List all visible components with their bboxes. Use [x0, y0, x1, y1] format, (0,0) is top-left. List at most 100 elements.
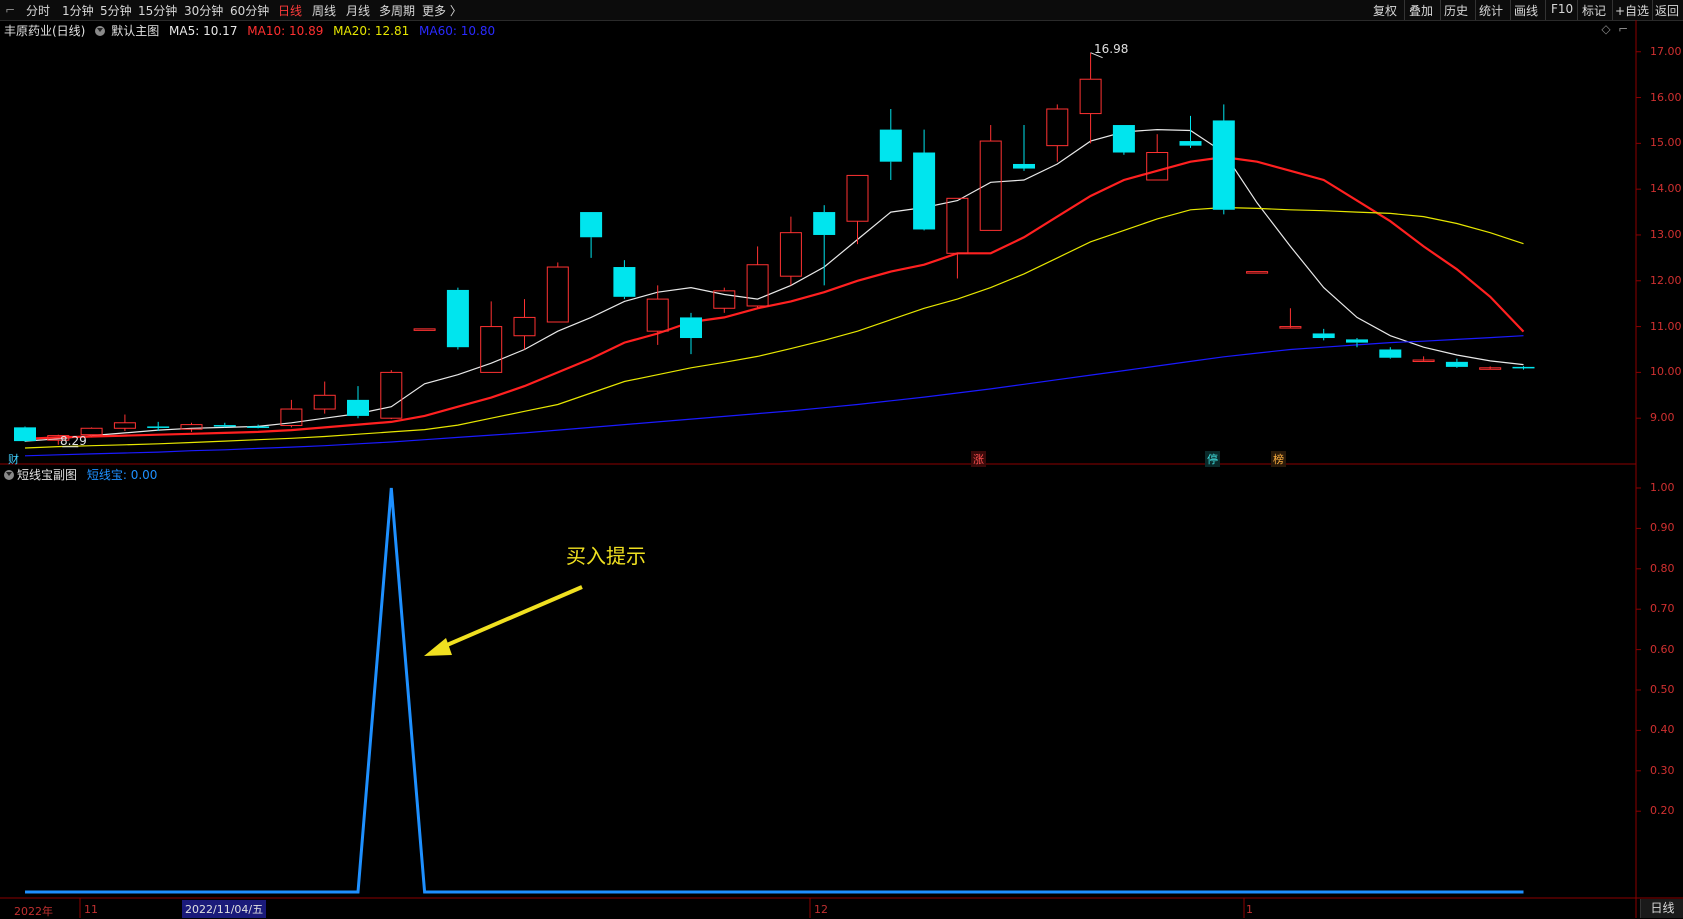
price-tick-label: 9.00 [1650, 411, 1675, 425]
ma20-label: MA20: 12.81 [333, 24, 410, 38]
tool-add-watchlist[interactable]: +自选 [1615, 4, 1650, 18]
price-tick-label: 14.00 [1650, 182, 1682, 196]
candle [1212, 104, 1235, 215]
candle [1112, 125, 1135, 155]
candle-body [1212, 120, 1235, 210]
candle-body [1445, 361, 1468, 367]
period-15min[interactable]: 15分钟 [138, 4, 178, 18]
candle-body [779, 232, 802, 277]
marker-ting[interactable]: 停 [1205, 451, 1220, 467]
date-december: 12 [814, 903, 828, 916]
candle-body [979, 140, 1002, 231]
period-daily[interactable]: 日线 [278, 4, 303, 18]
indicator-dropdown-icon[interactable] [4, 470, 14, 480]
candle-body [613, 267, 636, 297]
marker-cai[interactable]: 财 [8, 453, 19, 466]
indicator-title[interactable]: 短线宝副图 [17, 468, 78, 482]
candle [1445, 358, 1468, 368]
indicator-tick-label: 1.00 [1650, 481, 1675, 494]
menu-corner-icon[interactable]: ⌐ [4, 3, 16, 17]
diamond-icon[interactable]: ◇ [1601, 22, 1611, 36]
period-weekly[interactable]: 周线 [312, 4, 337, 18]
candle-body [1512, 366, 1535, 369]
price-tick-label: 15.00 [1650, 136, 1682, 150]
divider [1545, 0, 1546, 20]
marker-bang[interactable]: 榜 [1271, 451, 1286, 467]
tool-draw[interactable]: 画线 [1514, 4, 1539, 18]
ma-line-ma10 [24, 155, 1525, 440]
marker-zhang[interactable]: 涨 [971, 451, 986, 467]
tool-stats[interactable]: 统计 [1479, 4, 1504, 18]
candle-body [313, 394, 336, 410]
candle [846, 174, 869, 245]
sub-chart-legend: 短线宝副图 短线宝: 0.00 [4, 466, 157, 483]
high-price-label: 16.98 [1094, 42, 1129, 56]
candle [1346, 338, 1368, 348]
candle-body [380, 371, 403, 419]
candle-body [1013, 163, 1035, 169]
indicator-tick-label: 0.70 [1650, 602, 1675, 616]
candle-body [14, 427, 36, 442]
tool-mark[interactable]: 标记 [1582, 4, 1607, 18]
candle [1412, 356, 1435, 363]
indicator-tick-label: 0.20 [1650, 804, 1675, 818]
candle-body [180, 424, 203, 430]
price-tick-label: 16.00 [1650, 90, 1682, 104]
candle [1079, 52, 1102, 144]
candle-body [213, 425, 236, 427]
candle [1312, 328, 1335, 341]
ma10-label: MA10: 10.89 [247, 24, 324, 38]
candle-body [580, 212, 603, 238]
candle [14, 426, 36, 443]
candle [746, 246, 769, 309]
candle-body [646, 298, 669, 332]
candle-body [147, 426, 170, 428]
period-more[interactable]: 更多 〉 [422, 4, 462, 18]
indicator-tick-label: 0.80 [1650, 561, 1675, 575]
tool-back[interactable]: 返回 [1655, 4, 1680, 18]
collapse-icon[interactable]: ⌐ [1617, 22, 1629, 36]
candle-body [280, 408, 303, 427]
period-1min[interactable]: 1分钟 [62, 4, 94, 18]
template-name[interactable]: 默认主图 [111, 24, 160, 38]
date-january: 1 [1246, 903, 1253, 916]
candle [180, 422, 203, 432]
template-dropdown-icon[interactable] [95, 26, 106, 36]
candle-body [80, 427, 103, 436]
price-tick-label: 11.00 [1650, 319, 1682, 333]
candle [879, 109, 902, 180]
candle [680, 312, 702, 355]
candle [1046, 104, 1069, 162]
candle-body [446, 289, 469, 348]
period-fenshi[interactable]: 分时 [26, 4, 51, 18]
period-monthly[interactable]: 月线 [346, 4, 371, 18]
period-multi[interactable]: 多周期 [379, 4, 416, 18]
candle [413, 328, 436, 331]
candle-body [713, 290, 736, 309]
tool-f10[interactable]: F10 [1551, 2, 1574, 16]
divider [1475, 0, 1476, 20]
candle [347, 386, 369, 419]
divider [1652, 0, 1653, 20]
candle [1179, 115, 1202, 148]
candle [1512, 365, 1535, 370]
period-tab-daily[interactable]: 日线 [1640, 899, 1683, 918]
candle [946, 197, 969, 279]
candle [113, 414, 136, 432]
tool-overlay[interactable]: 叠加 [1409, 4, 1434, 18]
candle-body [1279, 326, 1302, 329]
ma5-label: MA5: 10.17 [169, 24, 238, 38]
period-30min[interactable]: 30分钟 [184, 4, 224, 18]
candle [979, 125, 1002, 231]
candle-body [480, 326, 503, 373]
candle-body [347, 399, 369, 416]
candle [1479, 366, 1502, 370]
tool-history[interactable]: 历史 [1444, 4, 1469, 18]
candle [813, 205, 836, 286]
candle-body [1146, 152, 1169, 181]
cursor-date: 2022/11/04/五 [182, 900, 267, 918]
period-5min[interactable]: 5分钟 [100, 4, 132, 18]
period-60min[interactable]: 60分钟 [230, 4, 270, 18]
tool-fuquan[interactable]: 复权 [1373, 4, 1398, 18]
candle-body [1246, 271, 1269, 274]
